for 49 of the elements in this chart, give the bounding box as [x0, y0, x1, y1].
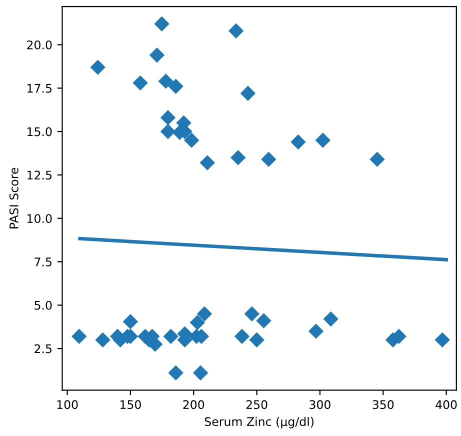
point [163, 328, 178, 344]
point [200, 155, 215, 170]
point [315, 132, 330, 148]
point [192, 365, 208, 380]
point [249, 332, 264, 348]
x-tick-label: 200 [183, 400, 204, 410]
x-axis-title: Serum Zinc (µg/dl) [204, 416, 314, 428]
point [244, 306, 260, 322]
point [122, 314, 138, 330]
x-tick-label: 350 [372, 400, 394, 410]
point [323, 311, 338, 327]
point [168, 365, 184, 380]
point [95, 332, 110, 348]
y-tick-label: 17.5 [28, 84, 52, 93]
x-tick-label: 400 [436, 400, 457, 410]
y-tick-label: 15.0 [28, 127, 52, 136]
point [154, 16, 170, 32]
point [132, 75, 148, 91]
y-tick-label: 10.0 [28, 214, 52, 223]
point [190, 314, 206, 330]
y-tick-label: 7.5 [34, 258, 52, 266]
point [160, 110, 176, 126]
x-tick-label: 300 [310, 400, 330, 410]
y-tick-label: 2.5 [34, 344, 52, 354]
point [261, 152, 276, 167]
point [308, 324, 324, 339]
point [160, 124, 176, 140]
point [149, 48, 165, 63]
point [196, 306, 212, 322]
y-tick-label: 12.5 [28, 170, 52, 180]
point [168, 78, 184, 94]
point [434, 332, 450, 348]
x-tick-label: 250 [246, 400, 268, 410]
point [230, 150, 246, 166]
point [240, 86, 256, 101]
point [234, 328, 250, 344]
point [256, 313, 272, 328]
point [228, 23, 244, 38]
point [290, 134, 306, 150]
point [370, 152, 385, 167]
y-tick-label: 20.0 [27, 40, 52, 50]
y-axis-title: PASI Score [9, 168, 18, 228]
point [72, 328, 87, 344]
x-tick-label: 150 [120, 400, 141, 410]
y-tick-label: 5.0 [34, 300, 52, 310]
point [158, 74, 174, 89]
x-tick-label: 100 [57, 400, 78, 410]
point [184, 132, 200, 148]
point [90, 60, 106, 75]
